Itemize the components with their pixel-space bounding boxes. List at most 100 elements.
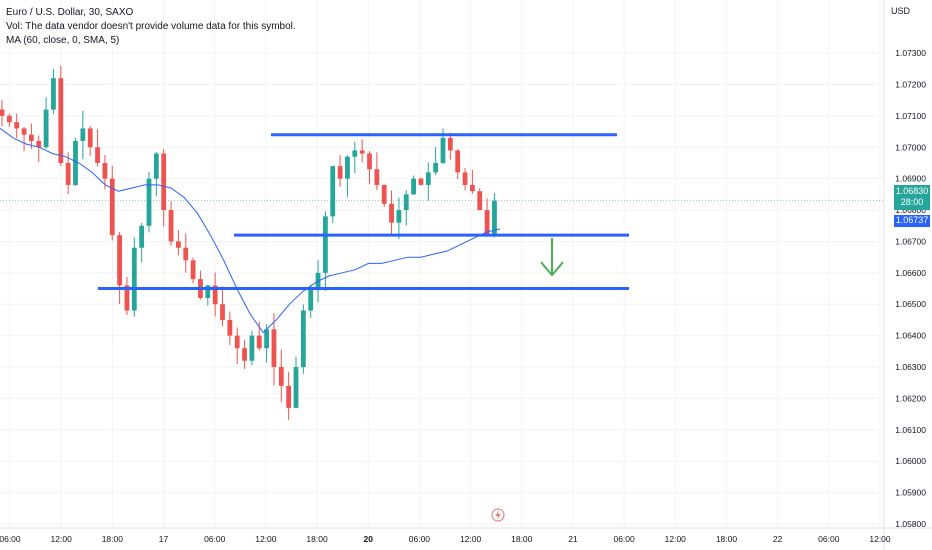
x-tick-label: 20 — [364, 534, 374, 544]
candle-body — [29, 134, 34, 141]
y-tick-label: 1.05800 — [895, 519, 926, 529]
candle-body — [389, 203, 394, 223]
candle-body — [0, 109, 5, 116]
x-tick-label: 06:00 — [204, 534, 226, 544]
x-tick-label: 22 — [773, 534, 783, 544]
y-tick-label: 1.07100 — [895, 111, 926, 121]
candle-body — [337, 166, 343, 179]
y-tick-label: 1.06100 — [895, 425, 926, 435]
volume-note: Vol: The data vendor doesn't provide vol… — [6, 21, 296, 32]
x-tick-label: 18:00 — [306, 534, 328, 544]
candle-body — [271, 329, 277, 368]
x-tick-label: 12:00 — [869, 534, 891, 544]
candle-body — [73, 140, 78, 185]
candle-body — [161, 153, 167, 211]
chart-legend: Euro / U.S. Dollar, 30, SAXO Vol: The da… — [6, 6, 296, 48]
candle-body — [492, 200, 497, 236]
x-tick-label: 18:00 — [102, 534, 124, 544]
candle-body — [51, 78, 56, 110]
y-tick-label: 1.06700 — [895, 236, 926, 246]
candle-body — [6, 115, 12, 123]
y-tick-label: 1.05900 — [895, 488, 926, 498]
countdown-value: 28:00 — [900, 197, 924, 207]
candle-body — [139, 225, 145, 248]
candle-body — [131, 247, 137, 311]
x-tick-label: 12:00 — [665, 534, 687, 544]
candle-body — [477, 191, 483, 211]
candle-body — [58, 78, 64, 163]
x-tick-label: 12:00 — [51, 534, 73, 544]
candle-body — [286, 385, 292, 408]
arrow-down-icon — [540, 238, 564, 277]
candle-body — [455, 150, 461, 173]
candle-body — [418, 178, 424, 185]
x-tick-label: 06:00 — [818, 534, 840, 544]
candle-body — [183, 247, 189, 261]
lightning-icon — [491, 508, 505, 522]
y-tick-label: 1.06800 — [895, 205, 926, 215]
candle-body — [146, 178, 152, 226]
candle-body — [470, 184, 475, 192]
candle-body — [433, 162, 439, 173]
candle-body — [278, 367, 284, 386]
arrow-head — [540, 261, 564, 277]
candle-body — [396, 210, 402, 223]
candle-body — [249, 335, 255, 361]
candle-body — [234, 335, 240, 349]
y-tick-label: 1.06500 — [895, 299, 926, 309]
candle-body — [352, 150, 358, 157]
drawn-levels — [98, 133, 629, 291]
x-tick-label: 17 — [159, 534, 169, 544]
candle-body — [117, 235, 122, 286]
candle-body — [95, 147, 100, 163]
x-tick-label: 06:00 — [409, 534, 431, 544]
candle-body — [330, 166, 336, 217]
y-tick-label: 1.06600 — [895, 268, 926, 278]
x-tick-label: 12:00 — [255, 534, 277, 544]
moving-average — [0, 127, 501, 334]
x-tick-label: 06:00 — [0, 534, 21, 544]
ma-line — [0, 127, 501, 334]
currency-label[interactable]: USD — [890, 6, 910, 16]
y-tick-label: 1.06900 — [895, 174, 926, 184]
time-axis: 06:00 12:00 18:00 17 06:00 12:00 18:00 20 06:00 1… — [0, 527, 932, 544]
candle-body — [411, 178, 416, 195]
candle-body — [109, 178, 115, 236]
candle-body — [21, 128, 27, 135]
candle-body — [242, 348, 247, 361]
x-tick-label: 06:00 — [613, 534, 635, 544]
candle-body — [65, 162, 71, 185]
candle-body — [43, 109, 49, 148]
y-tick-label: 1.07200 — [895, 79, 926, 89]
candle-body — [102, 162, 108, 179]
candle-body — [425, 172, 431, 185]
candle-body — [256, 335, 262, 349]
candle-body — [447, 137, 453, 151]
candle-body — [484, 210, 490, 236]
y-tick-label: 1.07300 — [895, 48, 926, 58]
candle-body — [359, 150, 365, 154]
candle-body — [220, 304, 225, 320]
candle-body — [227, 319, 233, 336]
x-tick-label: 12:00 — [460, 534, 482, 544]
candle-body — [87, 128, 93, 148]
candle-body — [293, 367, 299, 408]
candle-body — [212, 285, 218, 305]
candle-body — [462, 172, 468, 185]
candle-body — [205, 285, 211, 298]
ma-price-tag: 1.06737 — [894, 215, 930, 227]
candle-body — [374, 169, 380, 185]
candle-body — [381, 184, 387, 204]
symbol-title[interactable]: Euro / U.S. Dollar, 30, SAXO — [6, 7, 134, 18]
candle-body — [367, 153, 372, 170]
ma-indicator-label[interactable]: MA (60, close, 0, SMA, 5) — [6, 35, 120, 46]
last-price-tag: 1.06830 28:00 — [894, 185, 930, 210]
candle-body — [168, 210, 174, 242]
candle-body — [323, 216, 328, 273]
y-tick-label: 1.07000 — [895, 142, 926, 152]
candle-body — [403, 194, 409, 211]
y-tick-label: 1.06000 — [895, 456, 926, 466]
x-tick-label: 21 — [568, 534, 578, 544]
